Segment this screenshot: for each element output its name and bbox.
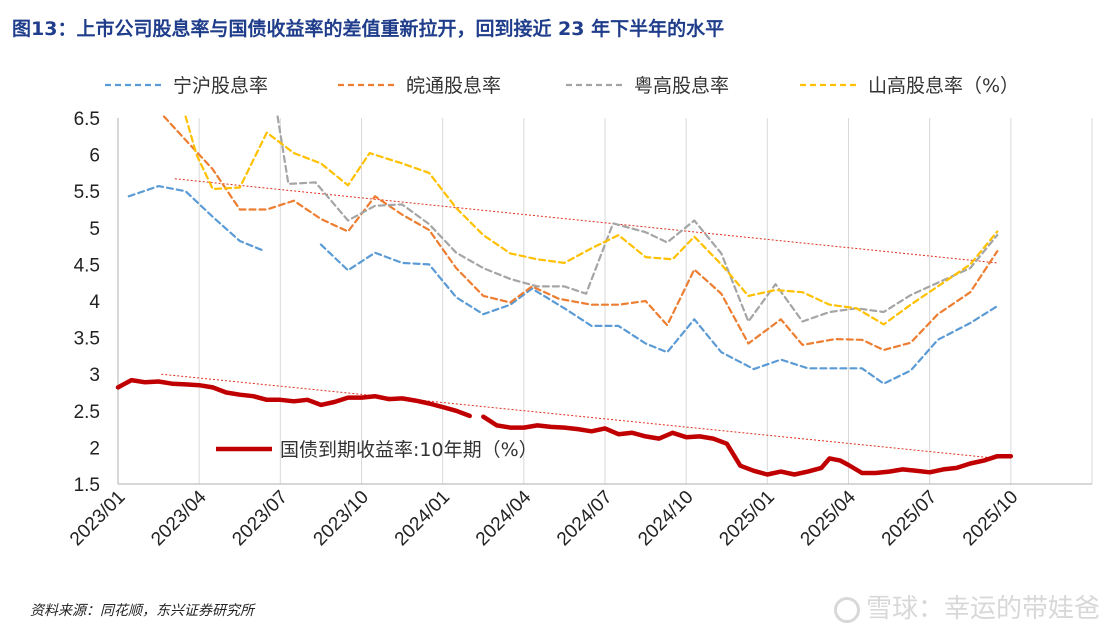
chart-legend: 宁沪股息率 皖通股息率 粤高股息率 山高股息率（%） 国债到期收益率:10年期（%） [105, 75, 1019, 461]
x-tick-label: 2024/10 [634, 487, 697, 550]
y-tick-label: 5 [89, 219, 100, 240]
y-tick-label: 6 [89, 146, 100, 167]
y-tick-label: 5.5 [74, 182, 100, 203]
y-axis-tick-labels: 6.5 6 5.5 5 4.5 4 3.5 3 2.5 2 1.5 [74, 109, 101, 496]
ninghu-series-line [319, 243, 999, 385]
x-tick-label: 2024/07 [553, 487, 616, 550]
y-tick-label: 1.5 [74, 475, 100, 496]
y-tick-label: 6.5 [74, 109, 100, 130]
chart-axes [117, 118, 1092, 485]
y-tick-label: 2.5 [74, 402, 100, 423]
y-tick-label: 2 [89, 438, 100, 459]
watermark: 雪球：幸运的带娃爸 [833, 588, 1100, 625]
xueqiu-logo-icon [833, 596, 860, 623]
x-tick-label: 2025/10 [959, 487, 1022, 550]
vertical-gridlines [117, 118, 1093, 484]
x-tick-label: 2025/07 [878, 487, 941, 550]
wantong-series [162, 115, 999, 352]
x-tick-label: 2023/07 [228, 487, 291, 550]
x-axis-tick-labels: 2023/01 2023/04 2023/07 2023/10 2024/01 2024/… [66, 486, 1022, 550]
x-tick-label: 2023/04 [147, 486, 211, 550]
x-tick-label: 2025/01 [715, 487, 778, 550]
ninghu-series [127, 185, 999, 385]
y-tick-label: 4 [89, 292, 100, 313]
legend-label: 宁沪股息率 [173, 75, 268, 97]
yuegao-series-line [276, 115, 999, 323]
trend-line [161, 373, 998, 459]
legend-label: 皖通股息率 [406, 75, 501, 97]
bond-yield-series-line [115, 377, 472, 419]
bond-yield-series [115, 377, 1014, 477]
shangao-series [184, 115, 999, 326]
x-tick-label: 2025/04 [797, 486, 861, 550]
data-series [115, 115, 1014, 477]
y-tick-label: 3.5 [74, 329, 100, 350]
x-tick-label: 2024/01 [391, 487, 454, 550]
x-tick-label: 2024/04 [472, 486, 536, 550]
watermark-text: 雪球：幸运的带娃爸 [865, 594, 1100, 624]
legend-label: 粤高股息率 [634, 75, 729, 97]
x-tick-label: 2023/10 [310, 487, 373, 550]
figure-title: 图13：上市公司股息率与国债收益率的差值重新拉开，回到接近 23 年下半年的水平 [12, 18, 725, 40]
trend-lines [161, 178, 998, 459]
shangao-series-line [184, 115, 999, 326]
ninghu-series-line [127, 185, 263, 251]
y-tick-label: 3 [89, 365, 100, 386]
yuegao-series [276, 115, 999, 323]
trend-line [174, 178, 998, 264]
x-tick-label: 2023/01 [66, 487, 129, 550]
legend-label: 国债到期收益率:10年期（%） [280, 439, 538, 461]
y-tick-label: 4.5 [74, 255, 100, 276]
source-note: 资料来源：同花顺，东兴证券研究所 [30, 603, 254, 619]
wantong-series-line [162, 115, 999, 352]
bond-yield-series-line [481, 414, 1014, 477]
legend-label: 山高股息率（%） [868, 75, 1019, 97]
